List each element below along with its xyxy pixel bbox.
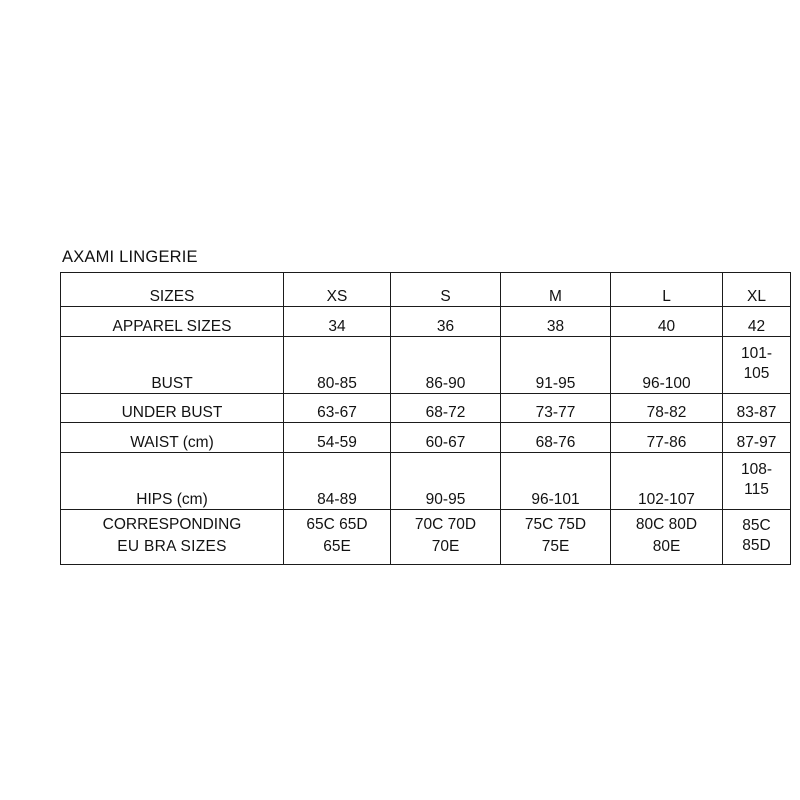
cell-waist-xl: 87-97 bbox=[722, 422, 791, 453]
cell-waist-s: 60-67 bbox=[390, 422, 501, 453]
cell-sizes-xl: XL bbox=[722, 272, 791, 307]
cell-hips-xl-line1: 108- bbox=[740, 460, 773, 478]
table-row-waist: WAIST (cm) 54-59 60-67 68-76 77-86 87-97 bbox=[60, 422, 791, 453]
row-label-sizes: SIZES bbox=[60, 272, 284, 307]
cell-waist-m: 68-76 bbox=[500, 422, 611, 453]
row-label-waist: WAIST (cm) bbox=[60, 422, 284, 453]
cell-bra-m-line2: 75E bbox=[541, 537, 570, 555]
cell-hips-xs: 84-89 bbox=[283, 452, 391, 510]
page-title: AXAMI LINGERIE bbox=[62, 248, 198, 266]
cell-waist-xs: 54-59 bbox=[283, 422, 391, 453]
cell-bust-xl-line1: 101- bbox=[740, 344, 773, 362]
cell-hips-m: 96-101 bbox=[500, 452, 611, 510]
cell-hips-l: 102-107 bbox=[610, 452, 723, 510]
cell-apparel-m: 38 bbox=[500, 306, 611, 337]
cell-bra-l-line1: 80C 80D bbox=[635, 515, 698, 533]
cell-bust-xl-line2: 105 bbox=[743, 364, 770, 382]
cell-bra-xs-line2: 65E bbox=[323, 537, 351, 555]
size-chart-table-container: SIZES XS S M L XL APPAREL SIZES 34 36 38… bbox=[60, 272, 791, 565]
row-label-corresponding-eu-bra-sizes: CORRESPONDING EU BRA SIZES bbox=[60, 509, 284, 565]
cell-under-bust-l: 78-82 bbox=[610, 393, 723, 423]
cell-sizes-xs: XS bbox=[283, 272, 391, 307]
cell-bra-s-line2: 70E bbox=[431, 537, 460, 555]
row-label-corresponding-line2: EU BRA SIZES bbox=[117, 537, 227, 555]
row-label-under-bust: UNDER BUST bbox=[60, 393, 284, 423]
cell-bra-s-line1: 70C 70D bbox=[414, 515, 477, 533]
cell-apparel-xl: 42 bbox=[722, 306, 791, 337]
row-label-bust: BUST bbox=[60, 336, 284, 394]
cell-bra-xl: 85C 85D bbox=[722, 509, 791, 565]
cell-bra-xl-line1: 85C bbox=[742, 516, 771, 534]
cell-bust-xl: 101- 105 bbox=[722, 336, 791, 394]
cell-bust-s: 86-90 bbox=[390, 336, 501, 394]
cell-bra-s: 70C 70D 70E bbox=[390, 509, 501, 565]
cell-sizes-s: S bbox=[390, 272, 501, 307]
row-label-hips: HIPS (cm) bbox=[60, 452, 284, 510]
cell-under-bust-s: 68-72 bbox=[390, 393, 501, 423]
cell-sizes-m: M bbox=[500, 272, 611, 307]
cell-hips-xl: 108- 115 bbox=[722, 452, 791, 510]
cell-bra-xl-line2: 85D bbox=[742, 536, 771, 554]
table-row-sizes: SIZES XS S M L XL bbox=[60, 272, 791, 307]
cell-bust-l: 96-100 bbox=[610, 336, 723, 394]
cell-under-bust-xs: 63-67 bbox=[283, 393, 391, 423]
cell-bra-xs-line1: 65C 65D bbox=[306, 515, 368, 533]
cell-apparel-l: 40 bbox=[610, 306, 723, 337]
cell-apparel-xs: 34 bbox=[283, 306, 391, 337]
row-label-corresponding-line1: CORRESPONDING bbox=[102, 515, 242, 533]
cell-bra-l: 80C 80D 80E bbox=[610, 509, 723, 565]
table-row-under-bust: UNDER BUST 63-67 68-72 73-77 78-82 83-87 bbox=[60, 393, 791, 423]
table-row-bust: BUST 80-85 86-90 91-95 96-100 101- 105 bbox=[60, 336, 791, 394]
cell-hips-xl-line2: 115 bbox=[744, 480, 769, 498]
table-row-corresponding-eu-bra-sizes: CORRESPONDING EU BRA SIZES 65C 65D 65E 7… bbox=[60, 509, 791, 565]
cell-hips-s: 90-95 bbox=[390, 452, 501, 510]
cell-under-bust-m: 73-77 bbox=[500, 393, 611, 423]
cell-under-bust-xl: 83-87 bbox=[722, 393, 791, 423]
cell-sizes-l: L bbox=[610, 272, 723, 307]
cell-bra-m: 75C 75D 75E bbox=[500, 509, 611, 565]
size-chart-table: SIZES XS S M L XL APPAREL SIZES 34 36 38… bbox=[60, 272, 791, 565]
cell-bust-m: 91-95 bbox=[500, 336, 611, 394]
cell-apparel-s: 36 bbox=[390, 306, 501, 337]
cell-bra-m-line1: 75C 75D bbox=[524, 515, 587, 533]
table-row-apparel-sizes: APPAREL SIZES 34 36 38 40 42 bbox=[60, 306, 791, 337]
cell-bra-l-line2: 80E bbox=[652, 537, 681, 555]
row-label-apparel-sizes: APPAREL SIZES bbox=[60, 306, 284, 337]
cell-bust-xs: 80-85 bbox=[283, 336, 391, 394]
table-row-hips: HIPS (cm) 84-89 90-95 96-101 102-107 108… bbox=[60, 452, 791, 510]
cell-bra-xs: 65C 65D 65E bbox=[283, 509, 391, 565]
cell-waist-l: 77-86 bbox=[610, 422, 723, 453]
